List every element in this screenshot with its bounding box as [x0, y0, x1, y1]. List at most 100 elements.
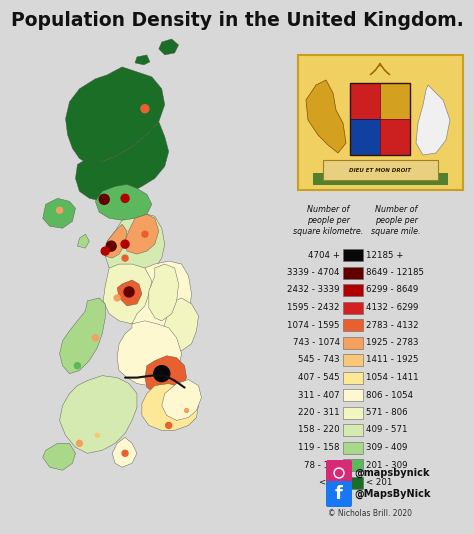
Text: 3339 - 4704: 3339 - 4704	[288, 268, 340, 277]
Text: 220 - 311: 220 - 311	[298, 408, 340, 417]
FancyBboxPatch shape	[326, 481, 352, 507]
Bar	[343, 319, 363, 331]
Polygon shape	[416, 85, 450, 155]
Polygon shape	[135, 55, 150, 65]
Text: Population Density in the United Kingdom.: Population Density in the United Kingdom…	[10, 11, 464, 29]
Text: f: f	[335, 485, 343, 503]
Polygon shape	[112, 437, 137, 467]
Circle shape	[121, 194, 129, 202]
Circle shape	[142, 231, 148, 237]
Text: 158 - 220: 158 - 220	[298, 426, 340, 435]
Text: 8649 - 12185: 8649 - 12185	[366, 268, 424, 277]
Text: 1595 - 2432: 1595 - 2432	[288, 303, 340, 312]
Circle shape	[92, 335, 98, 341]
Polygon shape	[125, 214, 159, 254]
Bar	[343, 476, 363, 489]
Circle shape	[184, 409, 189, 412]
Bar	[343, 354, 363, 366]
Circle shape	[101, 247, 109, 255]
Polygon shape	[60, 375, 137, 453]
Bar	[343, 424, 363, 436]
Polygon shape	[105, 224, 127, 258]
Polygon shape	[145, 356, 187, 394]
Bar	[350, 83, 410, 155]
Text: 4704 +: 4704 +	[308, 250, 340, 260]
Circle shape	[121, 240, 129, 248]
Bar	[343, 302, 363, 313]
Text: @MapsByNick: @MapsByNick	[354, 489, 430, 499]
Text: © Nicholas Brill. 2020: © Nicholas Brill. 2020	[328, 508, 412, 517]
Text: 545 - 743: 545 - 743	[298, 356, 340, 365]
Text: 806 - 1054: 806 - 1054	[366, 390, 413, 399]
Polygon shape	[159, 39, 179, 55]
Bar	[343, 406, 363, 419]
Text: 78 - 119: 78 - 119	[304, 460, 340, 469]
Bar	[313, 173, 448, 185]
Circle shape	[154, 366, 170, 382]
Text: 1074 - 1595: 1074 - 1595	[288, 320, 340, 329]
Polygon shape	[132, 261, 191, 336]
Text: Number of
people per
square mile.: Number of people per square mile.	[371, 205, 421, 236]
Polygon shape	[103, 264, 159, 324]
Circle shape	[122, 450, 128, 456]
Circle shape	[334, 468, 344, 478]
Text: 311 - 407: 311 - 407	[298, 390, 340, 399]
Circle shape	[76, 441, 82, 446]
Text: 571 - 806: 571 - 806	[366, 408, 408, 417]
Polygon shape	[95, 184, 152, 220]
Circle shape	[114, 295, 120, 301]
Bar	[343, 336, 363, 349]
Text: 1054 - 1411: 1054 - 1411	[366, 373, 419, 382]
Bar	[323, 160, 438, 180]
Circle shape	[106, 241, 116, 251]
Text: 119 - 158: 119 - 158	[299, 443, 340, 452]
Text: 1411 - 1925: 1411 - 1925	[366, 356, 419, 365]
Polygon shape	[142, 383, 199, 430]
Polygon shape	[306, 80, 346, 153]
Polygon shape	[77, 234, 89, 248]
Polygon shape	[60, 298, 105, 374]
Bar	[343, 389, 363, 401]
Text: 2432 - 3339: 2432 - 3339	[288, 286, 340, 294]
Bar	[380, 119, 410, 155]
Circle shape	[141, 105, 149, 113]
Bar	[343, 284, 363, 296]
Polygon shape	[117, 280, 142, 306]
Circle shape	[95, 434, 99, 437]
Bar	[343, 442, 363, 453]
Bar	[380, 83, 410, 119]
Text: DIEU ET MON DROIT: DIEU ET MON DROIT	[349, 168, 411, 172]
Bar	[343, 266, 363, 279]
Bar	[343, 249, 363, 261]
Text: 201 - 309: 201 - 309	[366, 460, 408, 469]
Polygon shape	[43, 198, 75, 228]
Bar	[343, 459, 363, 471]
Text: 12185 +: 12185 +	[366, 250, 403, 260]
Circle shape	[56, 207, 63, 213]
Text: < 201: < 201	[366, 478, 392, 487]
FancyBboxPatch shape	[326, 460, 352, 486]
Polygon shape	[105, 214, 165, 276]
Polygon shape	[162, 298, 199, 351]
Text: 6299 - 8649: 6299 - 8649	[366, 286, 418, 294]
Text: @mapsbynick: @mapsbynick	[354, 468, 429, 478]
Circle shape	[74, 363, 81, 368]
Polygon shape	[65, 67, 165, 164]
Bar	[350, 83, 380, 119]
Circle shape	[336, 469, 343, 476]
Text: 743 - 1074: 743 - 1074	[293, 338, 340, 347]
Text: Number of
people per
square kilometre.: Number of people per square kilometre.	[293, 205, 363, 236]
Polygon shape	[162, 380, 201, 420]
Text: 4132 - 6299: 4132 - 6299	[366, 303, 419, 312]
Polygon shape	[43, 443, 75, 470]
Bar	[350, 119, 380, 155]
Polygon shape	[75, 122, 169, 201]
Text: 309 - 409: 309 - 409	[366, 443, 407, 452]
Circle shape	[99, 194, 109, 205]
Text: < 78: < 78	[319, 478, 340, 487]
Polygon shape	[117, 321, 182, 386]
Text: 1925 - 2783: 1925 - 2783	[366, 338, 419, 347]
Bar	[298, 55, 463, 190]
Polygon shape	[370, 63, 390, 75]
Text: 2783 - 4132: 2783 - 4132	[366, 320, 419, 329]
